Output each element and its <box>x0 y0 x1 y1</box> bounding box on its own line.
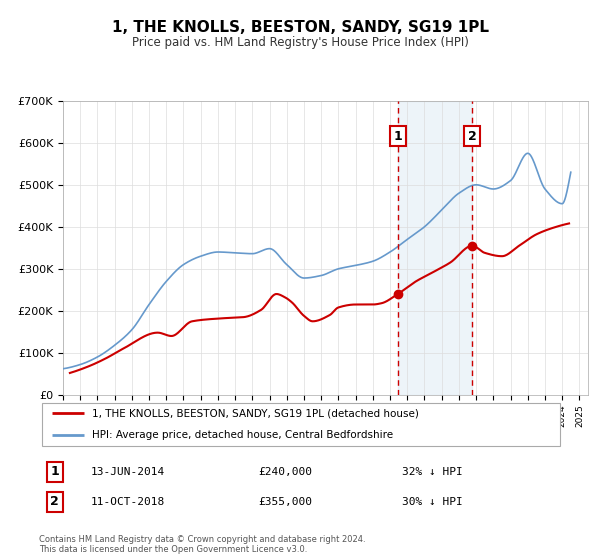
Bar <box>398 101 472 395</box>
Text: 32% ↓ HPI: 32% ↓ HPI <box>403 466 463 477</box>
Text: 1: 1 <box>394 129 402 143</box>
Text: 1, THE KNOLLS, BEESTON, SANDY, SG19 1PL (detached house): 1, THE KNOLLS, BEESTON, SANDY, SG19 1PL … <box>91 408 418 418</box>
Text: £240,000: £240,000 <box>259 466 313 477</box>
Text: 11-OCT-2018: 11-OCT-2018 <box>91 497 166 507</box>
FancyBboxPatch shape <box>41 403 560 446</box>
Text: Price paid vs. HM Land Registry's House Price Index (HPI): Price paid vs. HM Land Registry's House … <box>131 36 469 49</box>
Text: 13-JUN-2014: 13-JUN-2014 <box>91 466 166 477</box>
Text: This data is licensed under the Open Government Licence v3.0.: This data is licensed under the Open Gov… <box>39 545 307 554</box>
Text: 1, THE KNOLLS, BEESTON, SANDY, SG19 1PL: 1, THE KNOLLS, BEESTON, SANDY, SG19 1PL <box>112 20 488 35</box>
Text: HPI: Average price, detached house, Central Bedfordshire: HPI: Average price, detached house, Cent… <box>91 430 392 440</box>
Text: 1: 1 <box>50 465 59 478</box>
Text: £355,000: £355,000 <box>259 497 313 507</box>
Text: 2: 2 <box>50 496 59 508</box>
Text: 30% ↓ HPI: 30% ↓ HPI <box>403 497 463 507</box>
Text: Contains HM Land Registry data © Crown copyright and database right 2024.: Contains HM Land Registry data © Crown c… <box>39 535 365 544</box>
Text: 2: 2 <box>468 129 477 143</box>
